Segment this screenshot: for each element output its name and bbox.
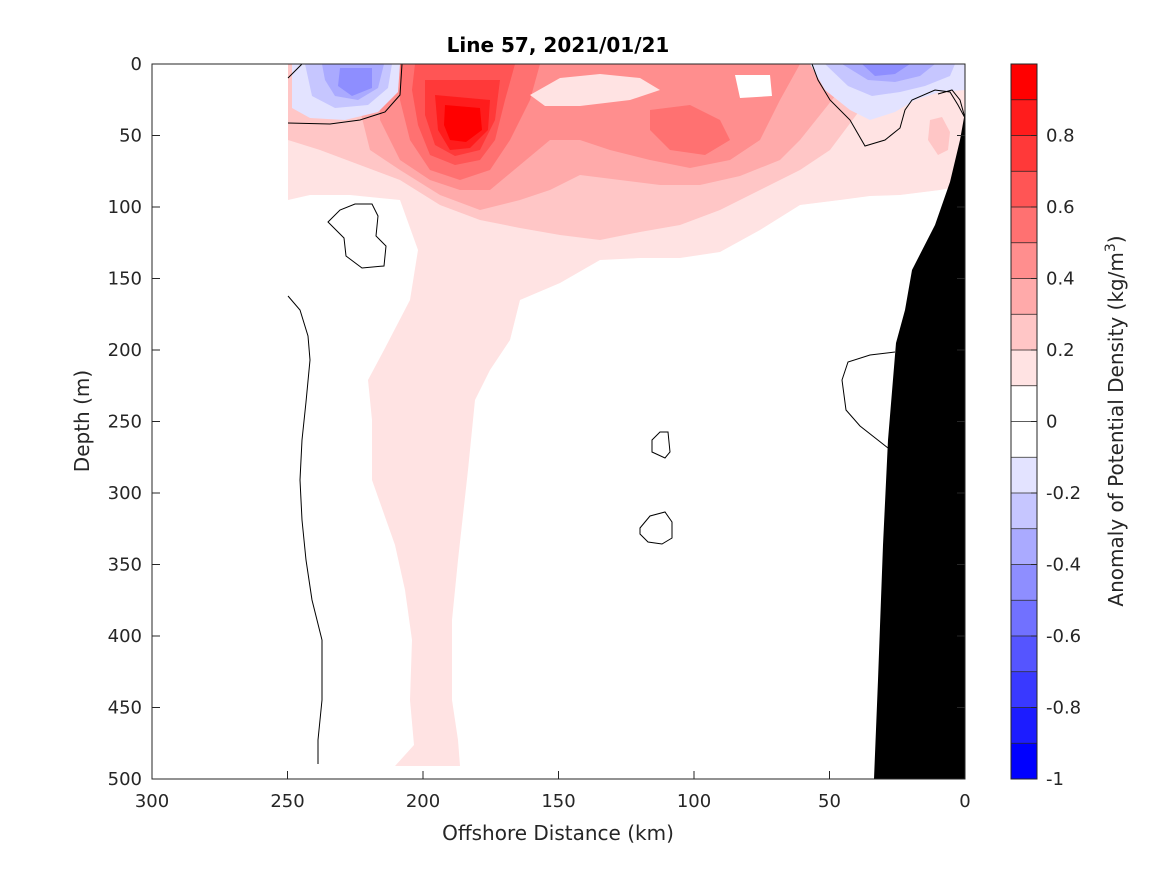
colorbar-tick-label: 0.4 <box>1046 269 1075 290</box>
y-tick-label: 350 <box>108 555 142 576</box>
contour-line-east-neg <box>811 64 965 147</box>
y-tick-label: 450 <box>108 698 142 719</box>
y-tick-label: 500 <box>108 769 142 790</box>
zero-contour-lines <box>287 64 965 764</box>
y-tick-label: 200 <box>108 340 142 361</box>
x-tick-label: 250 <box>270 791 304 812</box>
colorbar-cell <box>1011 135 1037 172</box>
positive-blob-shelf <box>928 117 950 155</box>
colorbar-cell <box>1011 385 1037 422</box>
near-zero-pocket-1 <box>735 75 772 98</box>
colorbar-cell <box>1011 207 1037 244</box>
contour-line-shelf-bulge <box>841 351 896 449</box>
colorbar: -1 -0.8 -0.6 -0.4 -0.2 0 0.2 0.4 0.6 0.8 Anomaly … <box>1010 63 1128 790</box>
x-tick-label: 200 <box>406 791 440 812</box>
x-tick-label: 300 <box>135 791 169 812</box>
y-tick-label: 250 <box>108 412 142 433</box>
x-axis: 300 250 200 150 100 50 0 <box>135 771 971 812</box>
colorbar-tick-label: 0 <box>1046 412 1057 433</box>
colorbar-cell <box>1011 493 1037 530</box>
y-tick-label: 400 <box>108 626 142 647</box>
x-tick-label: 100 <box>677 791 711 812</box>
colorbar-label-superscript: 3 <box>1103 243 1119 252</box>
colorbar-cell <box>1011 457 1037 494</box>
colorbar-tick-label: -1 <box>1046 769 1064 790</box>
y-tick-label: 150 <box>108 269 142 290</box>
y-tick-label: 300 <box>108 483 142 504</box>
colorbar-cell <box>1011 600 1037 637</box>
colorbar-cell <box>1011 350 1037 387</box>
contour-line-west-neg <box>287 64 403 125</box>
anomaly-fill-0p9 <box>444 105 482 142</box>
colorbar-cell <box>1011 314 1037 351</box>
contour-line-shelf-upper <box>937 89 965 119</box>
colorbar-tick-label: -0.4 <box>1046 555 1081 576</box>
colorbar-cell <box>1011 671 1037 708</box>
contour-line-loop-3 <box>639 511 673 545</box>
y-axis: 0 50 100 150 200 250 300 350 400 450 500 <box>108 54 965 790</box>
contour-line-west-top <box>287 64 303 79</box>
contour-fill-layer <box>287 64 965 779</box>
colorbar-label-main: Anomaly of Potential Density (kg/m <box>1104 252 1128 606</box>
colorbar-cell <box>1011 743 1037 780</box>
colorbar-tick-label: -0.2 <box>1046 483 1081 504</box>
colorbar-tick-label: 0.8 <box>1046 126 1075 147</box>
colorbar-ticks: -1 -0.8 -0.6 -0.4 -0.2 0 0.2 0.4 0.6 0.8 <box>1031 126 1081 790</box>
x-tick-label: 0 <box>959 791 970 812</box>
colorbar-cells <box>1011 64 1037 780</box>
y-axis-label: Depth (m) <box>70 370 94 472</box>
contour-line-west-deep <box>287 295 323 764</box>
negative-fill-west-0p4 <box>338 68 372 96</box>
colorbar-cell <box>1011 99 1037 136</box>
colorbar-label-close: ) <box>1104 235 1128 243</box>
x-tick-label: 150 <box>541 791 575 812</box>
colorbar-cell <box>1011 528 1037 565</box>
colorbar-tick-label: -0.6 <box>1046 626 1081 647</box>
negative-fill-east-0p4 <box>862 64 910 76</box>
y-tick-label: 0 <box>131 54 142 75</box>
colorbar-label: Anomaly of Potential Density (kg/m3) <box>1103 235 1128 606</box>
x-axis-label: Offshore Distance (km) <box>442 821 674 845</box>
colorbar-tick-label: 0.6 <box>1046 197 1075 218</box>
near-zero-pocket-2 <box>530 74 660 106</box>
colorbar-cell <box>1011 242 1037 279</box>
y-tick-label: 50 <box>119 126 142 147</box>
contour-line-loop-1 <box>327 203 387 269</box>
contour-line-loop-2 <box>651 431 671 459</box>
y-tick-label: 100 <box>108 197 142 218</box>
colorbar-cell <box>1011 707 1037 744</box>
colorbar-tick-label: 0.2 <box>1046 340 1075 361</box>
colorbar-cell <box>1011 278 1037 315</box>
colorbar-cell <box>1011 421 1037 458</box>
colorbar-tick-label: -0.8 <box>1046 698 1081 719</box>
chart-title: Line 57, 2021/01/21 <box>447 33 670 57</box>
colorbar-cell <box>1011 564 1037 601</box>
colorbar-cell <box>1011 64 1037 101</box>
bathymetry-fill <box>874 112 965 779</box>
colorbar-cell <box>1011 171 1037 208</box>
anomaly-fill-0p1 <box>288 64 965 766</box>
colorbar-cell <box>1011 636 1037 673</box>
x-tick-label: 50 <box>818 791 841 812</box>
plot-area: 300 250 200 150 100 50 0 050100150200250300350… <box>70 54 971 845</box>
